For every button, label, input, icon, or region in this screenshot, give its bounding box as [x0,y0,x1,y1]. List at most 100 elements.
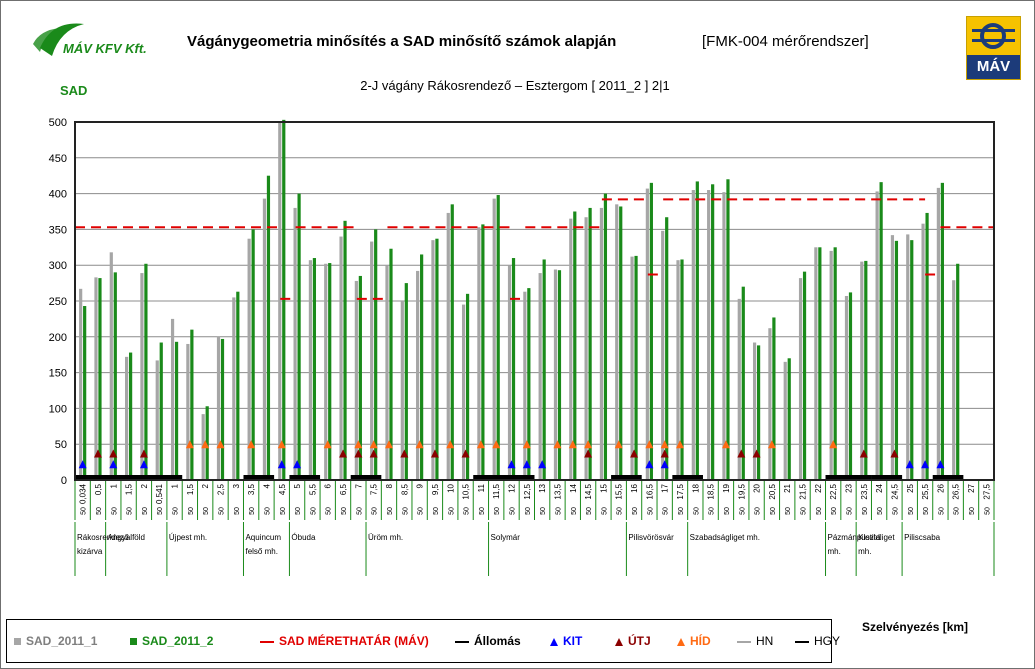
x-axis-label: Szelvényezés [km] [862,620,969,634]
y-axis-label: SAD [60,83,87,98]
x-tick-label: 7 [354,483,363,488]
speed-label: 50 [663,507,670,515]
mav-rail-icon [972,23,1015,49]
x-tick-label: 19,5 [737,483,746,499]
bar-sad-2011-2 [756,345,761,480]
kit-marker [645,460,654,469]
bar-sad-2011-2 [450,204,454,480]
bar-sad-2011-1 [278,122,282,480]
speed-label: 50 [402,507,409,515]
kit-marker [277,460,286,469]
speed-label: 50 [127,507,134,515]
speed-label: 50 [678,507,685,515]
bar-sad-2011-1 [216,336,221,480]
bar-sad-2011-2 [818,247,822,480]
bar-sad-2011-2 [619,206,623,480]
legend-item: HN [737,634,773,648]
bar-sad-2011-1 [155,360,159,480]
bar-sad-2011-1 [416,270,420,480]
x-tick-label: 1 [171,483,180,488]
hid-marker [476,440,485,449]
mav-logo-text: MÁV [967,55,1020,79]
place-label: Rákosrendező kizárva [77,533,129,556]
bar-sad-2011-1 [232,297,236,480]
speed-label: 50 [862,507,869,515]
x-tick-label: 17,5 [676,483,685,499]
x-tick-label: 25,5 [921,483,930,499]
hid-marker [247,440,256,449]
legend-label: SAD_2011_1 [26,634,98,648]
brand-name: MÁV KFV Kft. [63,41,147,56]
speed-label: 50 [632,507,639,515]
bar-sad-2011-1 [94,277,98,480]
bar-sad-2011-1 [354,280,358,480]
x-tick-label: 0,5 [94,483,103,495]
place-label: Pilisvörösvár [628,533,674,542]
bar-sad-2011-1 [645,188,649,480]
speed-label: 50 [846,507,853,515]
place-label-line: Rákosrendező [77,533,129,542]
x-tick-label: 27 [967,483,976,492]
brand-logo [33,23,84,56]
speed-label: 50 [387,507,394,515]
x-tick-label: 3,5 [247,483,256,495]
speed-label: 50 [724,507,731,515]
x-tick-label: 5 [293,483,302,488]
bar-sad-2011-2 [312,258,317,480]
bar-sad-2011-1 [569,218,573,480]
x-tick-label: 3 [232,483,241,488]
bar-sad-2011-2 [159,342,163,480]
speed-label: 50 [571,507,578,515]
x-tick-label: 10 [446,483,455,492]
utj-marker [93,449,102,458]
bar-sad-2011-2 [711,184,715,481]
speed-labels: 50 50 50 50 50 50 50 50 50 50 50 50 50 50 50 50 50 50 50 50… [81,507,992,515]
bar-sad-2011-2 [251,229,255,480]
page-title: Vágánygeometria minősítés a SAD minősítő… [187,33,616,50]
utj-marker [660,449,669,458]
place-label: Üröm mh. [368,533,403,542]
speed-label: 50 [770,507,777,515]
bar-sad-2011-1 [538,273,542,480]
speed-label: 50 [555,507,562,515]
bar-sad-2011-2 [956,263,960,480]
x-tick-label: 4 [262,483,271,488]
page-title-suffix: [FMK-004 mérőrendszer] [702,33,869,50]
x-tick-label: 18,5 [707,483,716,499]
place-label-line: Klotildliget [858,533,895,542]
bar-sad-2011-1 [370,241,374,480]
utj-marker [461,449,470,458]
kit-marker [139,460,148,469]
legend-swatch-icon [260,640,274,643]
markers [75,440,964,480]
hid-marker [568,440,577,449]
speed-label: 50 [831,507,838,515]
bar-sad-2011-1 [293,207,297,481]
speed-label: 50 [341,507,348,515]
hid-marker [614,440,623,449]
bar-sad-2011-2 [741,286,745,480]
bar-sad-2011-2 [420,254,424,480]
bar-sad-2011-1 [140,273,144,480]
bar-sad-2011-1 [324,263,328,480]
place-label-line: mh. [858,547,871,556]
x-tick-label: 5,5 [308,483,317,495]
bar-sad-2011-1 [400,301,404,480]
place-label: Piliscsaba [904,533,941,542]
x-tick-label: 24,5 [890,483,899,499]
bar-sad-2011-1 [844,295,849,480]
x-tick-label: 2 [140,483,149,488]
bar-sad-2011-2 [98,278,102,480]
place-label: Pázmánpuszta mh. [828,533,881,556]
y-tick-label: 350 [49,224,67,236]
utj-marker [339,449,348,458]
legend-item: KIT [550,634,582,648]
legend-item: SAD_2011_2 [130,634,213,648]
x-tick-label: 6 [324,483,333,488]
y-tick-labels: 0 50 100 150 200 250 300 350 400 450 500 [49,117,67,487]
legend-label: Állomás [474,634,521,648]
bar-sad-2011-2 [190,329,194,480]
kit-marker [538,460,547,469]
legend-swatch-icon [795,640,809,643]
bar-sad-2011-1 [952,280,956,480]
